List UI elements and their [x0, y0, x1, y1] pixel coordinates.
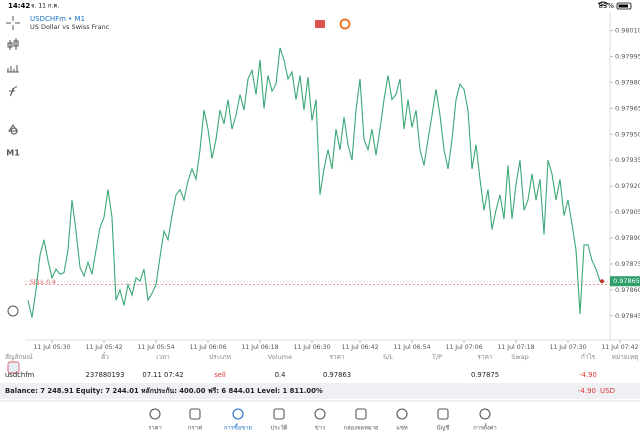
x-tick-label: 11 Jul 06:06	[189, 344, 226, 351]
chart: 0.98010 0.97995 0.97980 0.97965 0.97950 0.979…	[25, 27, 640, 351]
chart-type-tool[interactable]	[7, 38, 19, 50]
battery-text: 83%	[598, 2, 614, 10]
nav-icon[interactable]	[189, 408, 201, 420]
nav-label[interactable]: กล่องจดหมาย	[344, 425, 379, 432]
nav-label[interactable]: บัญชี	[437, 424, 450, 432]
table-cell: usdchfm	[5, 371, 35, 379]
objects-tool[interactable]	[9, 86, 18, 97]
table-header: ราคา	[329, 353, 344, 361]
order-label: SELL 0.4	[30, 279, 56, 286]
table-header: สัญลักษณ์	[5, 353, 33, 361]
nav-icon[interactable]	[355, 408, 367, 420]
nav-label[interactable]: การซื้อขาย	[224, 423, 252, 432]
table-header: ตั๋ว	[101, 352, 109, 361]
battery-level	[618, 4, 628, 8]
positions-table: สัญลักษณ์ ตั๋ว เวลา ประเภท Volume ราคา S/L T/P ร…	[5, 352, 638, 379]
nav-label[interactable]: กราฟ	[188, 425, 202, 432]
nav-icon[interactable]	[149, 408, 161, 420]
nav-label[interactable]: ประวัติ	[271, 424, 288, 432]
chart-title: USDCHFm • M1	[30, 15, 85, 23]
x-tick-label: 11 Jul 05:54	[137, 344, 174, 351]
toolbar	[6, 16, 20, 135]
y-tick-label: 0.97875	[615, 260, 640, 268]
y-tick-label: 0.97965	[615, 104, 640, 112]
table-cell: sell	[214, 371, 226, 379]
table-header: เวลา	[156, 353, 170, 361]
current-price-dot	[600, 279, 604, 284]
indicator-icon	[339, 18, 351, 30]
table-header: ประเภท	[209, 353, 231, 361]
table-cell: 0.97863	[323, 371, 351, 379]
bottom-nav: ราคา กราฟ การซื้อขาย ประวัติ ข่าว กล่องจดหมาย…	[148, 408, 497, 432]
shapes-tool[interactable]	[8, 124, 18, 135]
table-cell: -4.90	[579, 371, 597, 379]
nav-icon[interactable]	[232, 408, 244, 420]
nav-label[interactable]: การตั้งค่า	[473, 423, 497, 432]
indicators-tool[interactable]	[7, 65, 19, 73]
x-tick-label: 11 Jul 07:30	[549, 344, 586, 351]
table-cell: 07.11 07:42	[142, 371, 183, 379]
y-tick-label: 0.97935	[615, 156, 640, 164]
table-header: S/L	[383, 353, 393, 361]
y-tick-label: 0.97860	[615, 286, 640, 294]
y-tick-label: 0.97920	[615, 182, 640, 190]
x-tick-label: 11 Jul 05:42	[85, 344, 122, 351]
price-line	[27, 47, 601, 318]
summary-profit: -4.90	[578, 387, 596, 395]
wifi-icon	[597, 1, 609, 7]
table-cell: 0.97875	[471, 371, 499, 379]
nav-icon[interactable]	[396, 408, 408, 420]
x-tick-label: 11 Jul 06:18	[241, 344, 278, 351]
x-tick-label: 11 Jul 05:30	[33, 344, 70, 351]
crosshair-tool[interactable]	[6, 16, 20, 30]
table-header: กำไร	[581, 353, 596, 361]
x-tick-label: 11 Jul 06:54	[393, 344, 430, 351]
current-price-label: 0.97865	[613, 277, 640, 285]
y-tick-label: 0.98010	[615, 27, 640, 35]
table-header: ราคา	[477, 353, 492, 361]
table-header: Volume	[268, 353, 292, 361]
summary-currency: USD	[600, 387, 615, 395]
x-tick-label: 11 Jul 07:06	[445, 344, 482, 351]
status-time: 14:42	[8, 2, 30, 10]
trade-icon[interactable]	[7, 361, 20, 374]
nav-label[interactable]: ข่าว	[315, 425, 325, 432]
battery-icon	[616, 2, 632, 10]
y-tick-label: 0.97845	[615, 312, 640, 320]
table-header: หมายเหตุ	[612, 353, 639, 361]
y-tick-label: 0.97950	[615, 130, 640, 138]
summary-bar	[0, 383, 640, 399]
nav-label[interactable]: ราคา	[148, 425, 162, 432]
x-tick-label: 11 Jul 06:42	[341, 344, 378, 351]
nav-icon[interactable]	[314, 408, 326, 420]
y-tick-label: 0.97980	[615, 78, 640, 86]
zoom-icon[interactable]	[7, 305, 19, 317]
y-tick-label: 0.97905	[615, 208, 640, 216]
nav-icon[interactable]	[437, 408, 449, 420]
table-cell: 0.4	[275, 371, 286, 379]
status-date: จ. 11 ก.ค.	[31, 3, 59, 10]
flag-icon	[315, 20, 325, 28]
table-header: T/P	[431, 353, 442, 361]
summary-text: Balance: 7 248.91 Equity: 7 244.01 หลักป…	[5, 387, 323, 395]
y-tick-label: 0.97995	[615, 52, 640, 60]
nav-icon[interactable]	[479, 408, 491, 420]
current-price-tag	[610, 276, 640, 287]
table-header: Swap	[511, 353, 529, 361]
chart-subtitle: US Dollar vs Swiss Franc	[30, 23, 110, 31]
nav-label[interactable]: แชท	[396, 425, 408, 432]
nav-icon[interactable]	[273, 408, 285, 420]
x-tick-label: 11 Jul 07:18	[497, 344, 534, 351]
timeframe-button[interactable]: M1	[6, 149, 20, 158]
x-tick-label: 11 Jul 06:30	[293, 344, 330, 351]
x-tick-label: 11 Jul 07:42	[601, 344, 638, 351]
y-tick-label: 0.97890	[615, 234, 640, 242]
table-cell: 237880193	[86, 371, 125, 379]
